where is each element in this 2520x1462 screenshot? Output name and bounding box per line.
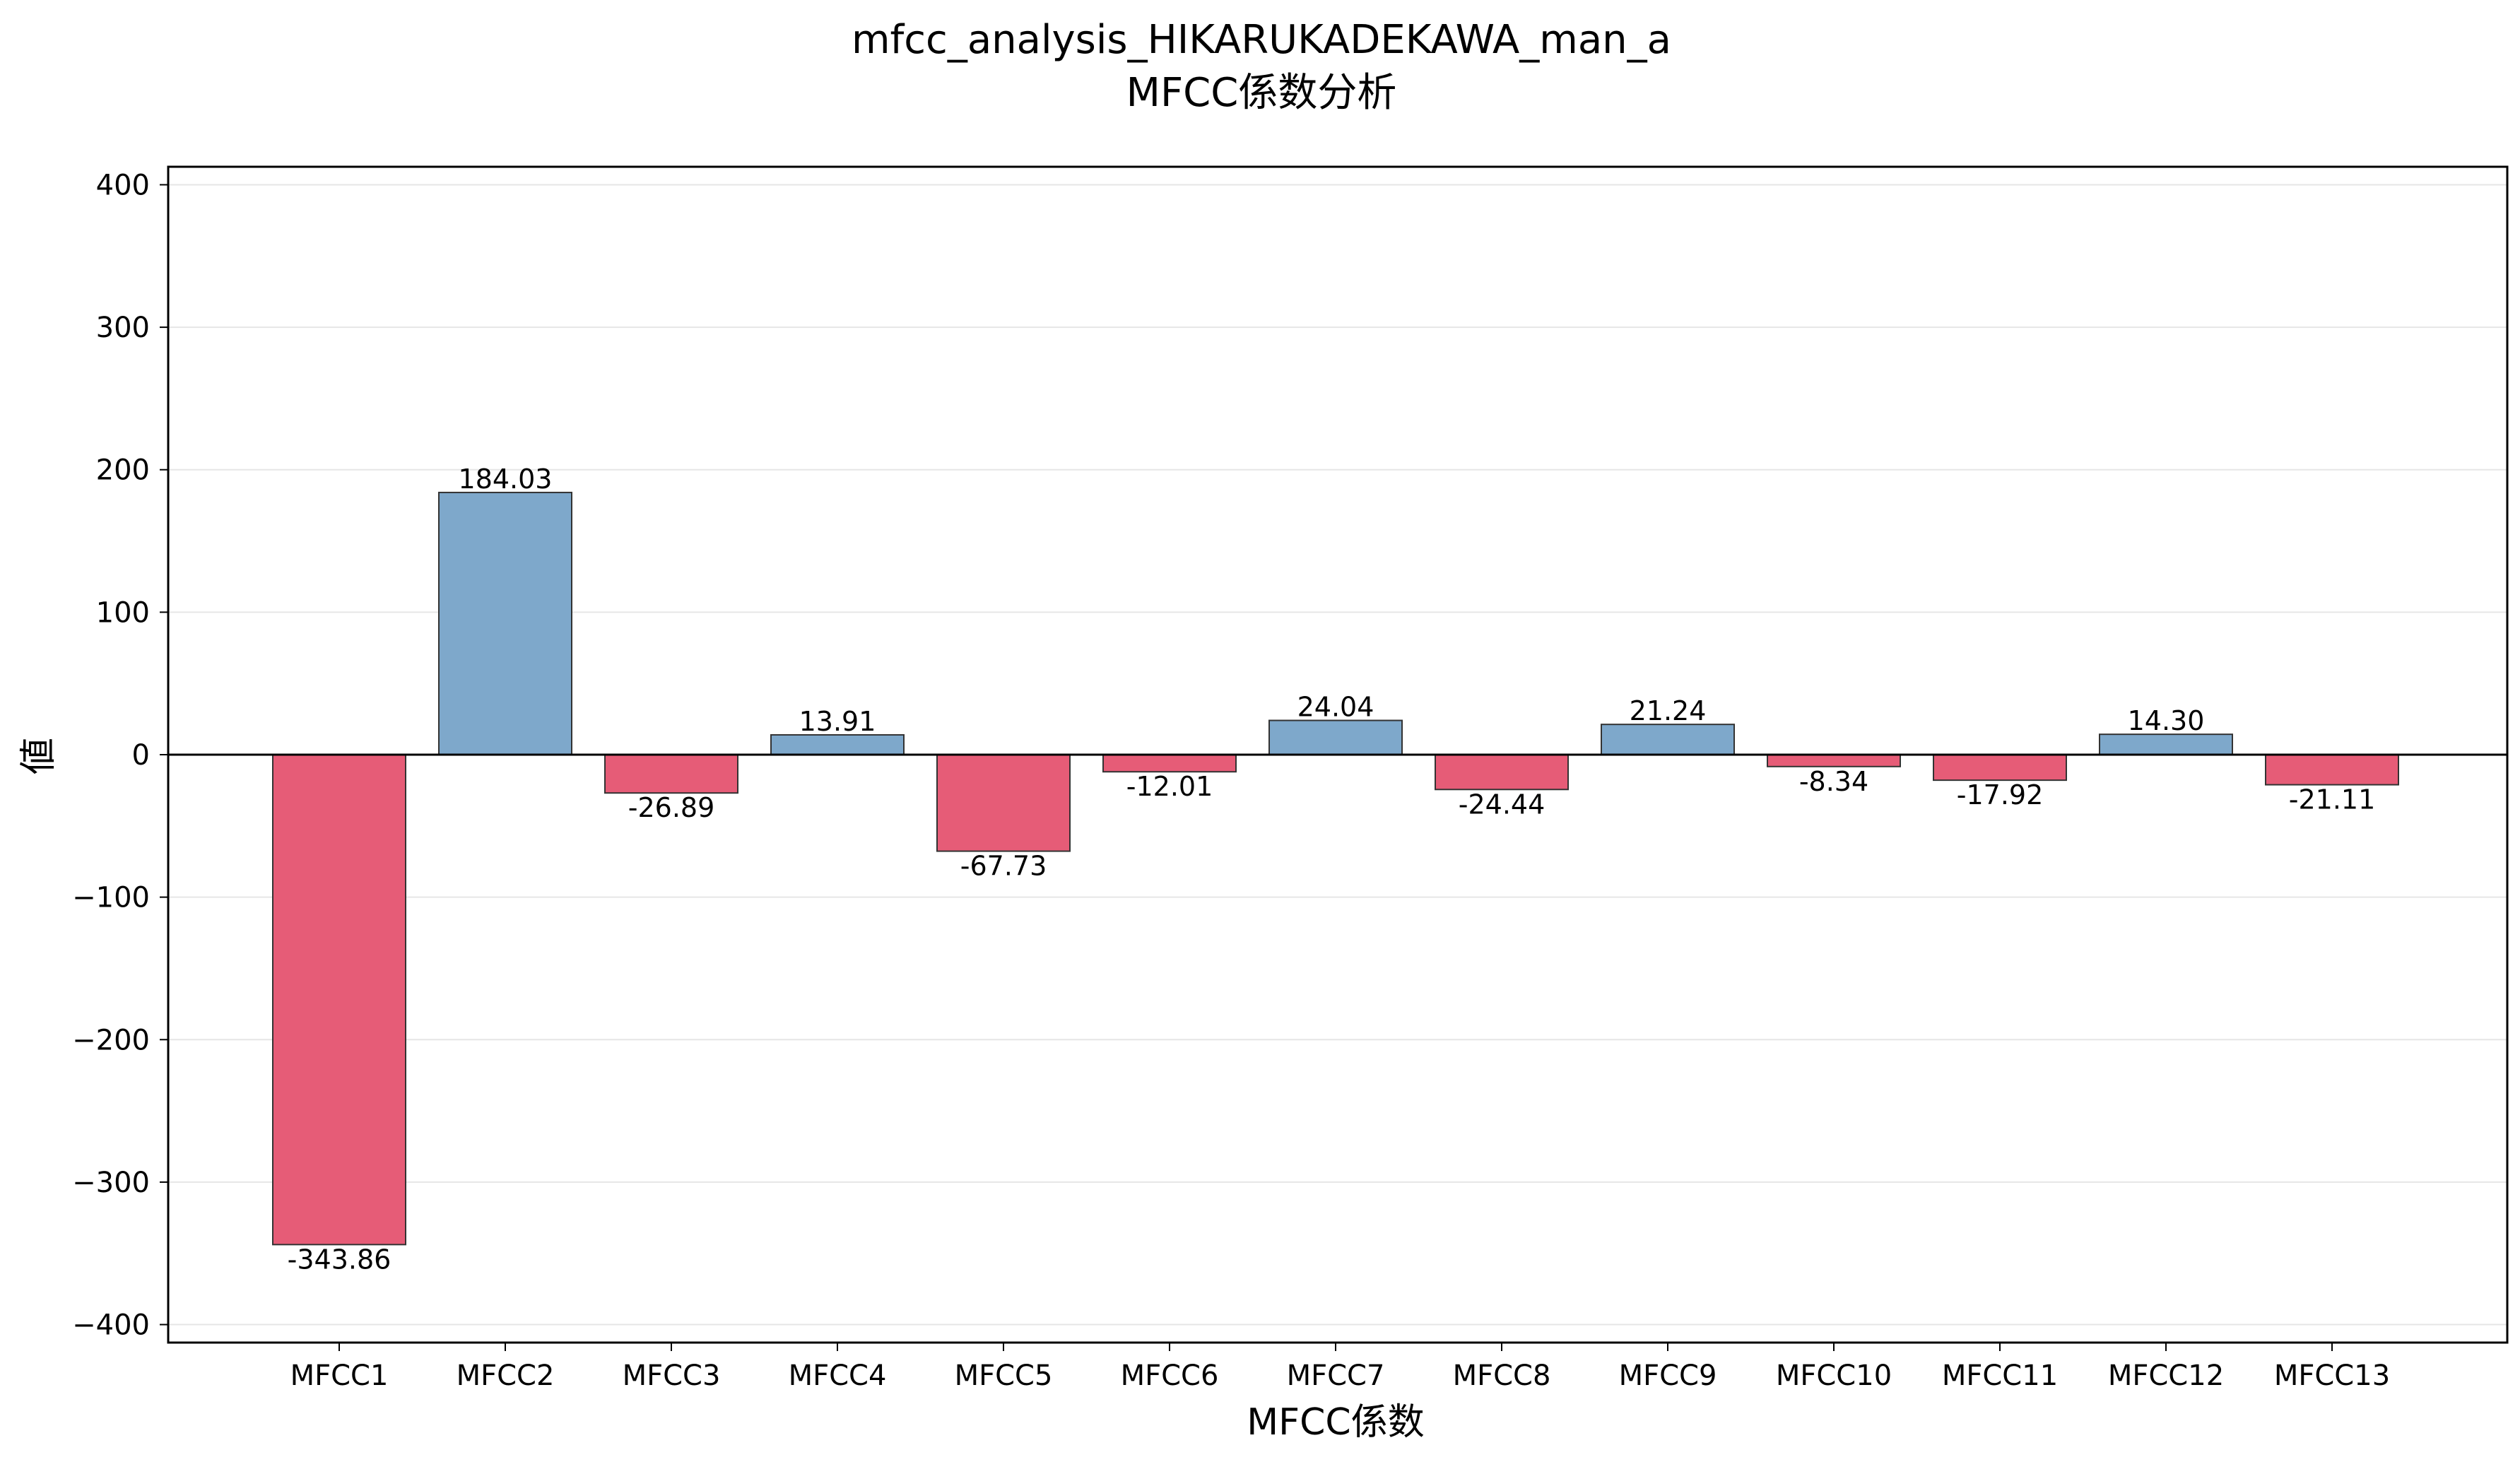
- data-label: -24.44: [1459, 789, 1545, 820]
- y-tick-label: 300: [96, 312, 150, 344]
- data-label: -8.34: [1799, 766, 1868, 797]
- x-tick-label: MFCC10: [1776, 1360, 1892, 1392]
- bar-mfcc11: [1933, 754, 2067, 782]
- bar-mfcc3: [604, 754, 738, 794]
- x-tick-label: MFCC9: [1619, 1360, 1717, 1392]
- bar-mfcc5: [936, 754, 1071, 852]
- bars: [272, 491, 2399, 1246]
- data-label: 13.91: [799, 706, 876, 737]
- x-tick-label: MFCC7: [1287, 1360, 1385, 1392]
- bar-mfcc9: [1601, 724, 1735, 756]
- bar-mfcc7: [1268, 719, 1403, 756]
- y-tick-label: −300: [72, 1167, 150, 1199]
- data-label: -21.11: [2289, 784, 2376, 815]
- gridlines: [168, 184, 2507, 1326]
- data-label: -343.86: [288, 1244, 391, 1275]
- y-tick-label: −200: [72, 1024, 150, 1056]
- data-label: -17.92: [1957, 779, 2044, 810]
- data-label: -26.89: [628, 792, 715, 823]
- y-tick-label: 400: [96, 169, 150, 201]
- data-label: -67.73: [960, 851, 1047, 882]
- bar-mfcc6: [1102, 754, 1237, 773]
- bar-mfcc8: [1435, 754, 1569, 791]
- chart-subtitle: MFCC係数分析: [1126, 70, 1397, 116]
- x-tick-label: MFCC3: [623, 1360, 721, 1392]
- data-label: 24.04: [1297, 692, 1374, 723]
- data-label: 184.03: [459, 464, 553, 495]
- x-tick-label: MFCC13: [2274, 1360, 2390, 1392]
- x-tick-label: MFCC5: [955, 1360, 1053, 1392]
- bar-mfcc13: [2265, 754, 2399, 786]
- data-label: -12.01: [1126, 771, 1213, 802]
- x-tick-label: MFCC4: [789, 1360, 887, 1392]
- data-label: 21.24: [1630, 695, 1707, 726]
- x-tick-label: MFCC2: [457, 1360, 555, 1392]
- bar-mfcc10: [1767, 754, 1901, 767]
- data-label: 14.30: [2128, 705, 2205, 736]
- chart-title: mfcc_analysis_HIKARUKADEKAWA_man_a: [852, 17, 1671, 63]
- bar-mfcc12: [2099, 733, 2233, 755]
- x-tick-label: MFCC8: [1453, 1360, 1551, 1392]
- y-tick-label: 100: [96, 596, 150, 629]
- x-axis-label: MFCC係数: [1247, 1401, 1424, 1444]
- y-tick-label: 0: [132, 739, 150, 772]
- y-tick-label: −100: [72, 882, 150, 914]
- bar-mfcc4: [770, 733, 905, 755]
- x-tick-label: MFCC1: [290, 1360, 389, 1392]
- y-tick-label: −400: [72, 1309, 150, 1342]
- bar-mfcc1: [272, 754, 406, 1246]
- y-axis: −400 −300 −200 −100 0 100 200 300 400: [72, 169, 168, 1342]
- x-tick-label: MFCC6: [1121, 1360, 1219, 1392]
- y-tick-label: 200: [96, 454, 150, 487]
- x-tick-label: MFCC11: [1942, 1360, 2058, 1392]
- x-axis: MFCC1 MFCC2 MFCC3 MFCC4 MFCC5 MFCC6 MFCC7 MFCC8…: [290, 1343, 2390, 1392]
- bar-mfcc2: [438, 491, 572, 755]
- x-tick-label: MFCC12: [2108, 1360, 2224, 1392]
- data-labels: -343.86 184.03 -26.89 13.91 -67.73 -12.01 24.0…: [288, 464, 2376, 1275]
- y-axis-label: 値: [18, 738, 60, 774]
